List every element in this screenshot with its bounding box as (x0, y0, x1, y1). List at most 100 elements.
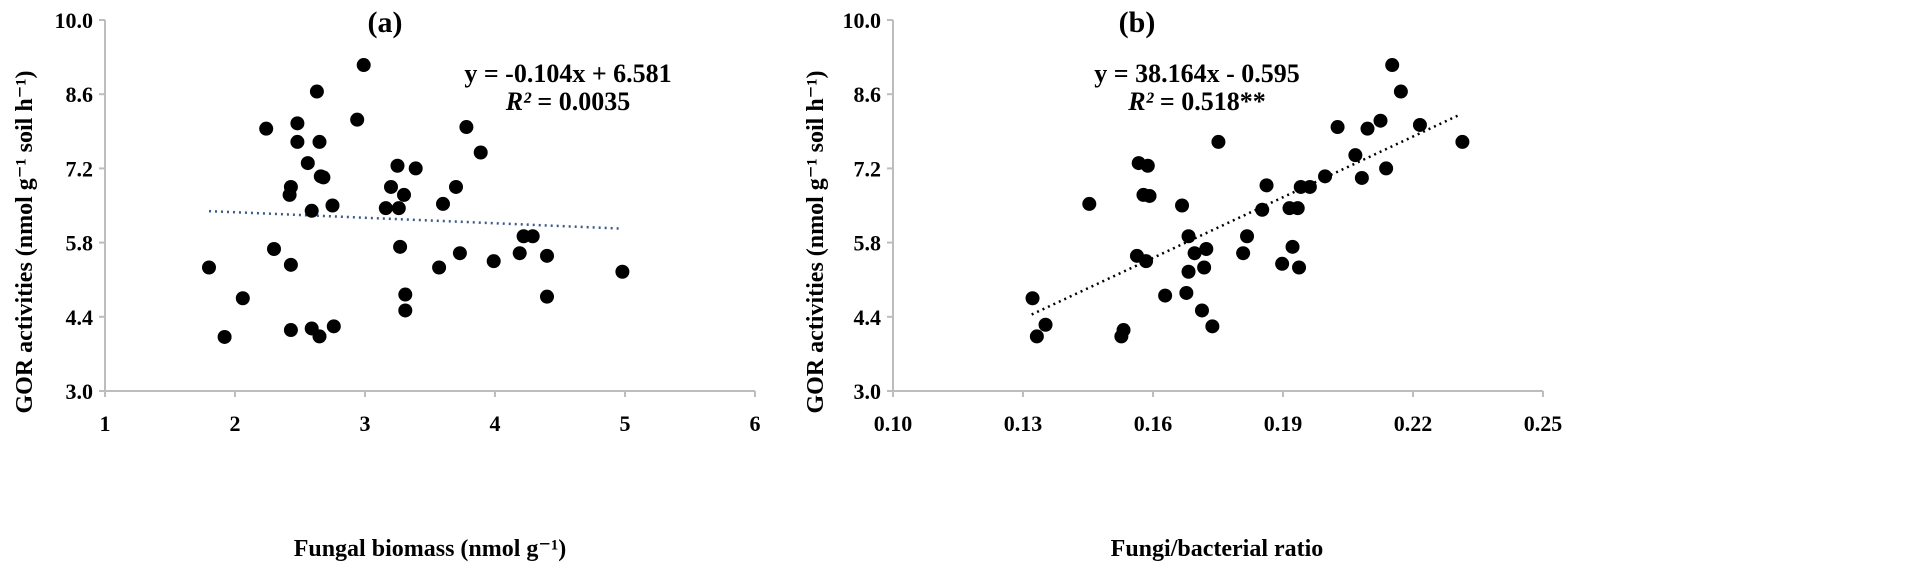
panel-a-data-point (300, 156, 315, 171)
panel-a-points (202, 58, 630, 344)
panel-a-data-point (540, 248, 554, 263)
panel-a-data-point (356, 58, 371, 73)
panel-a-data-point (326, 319, 341, 334)
panel-a-data-point (397, 187, 411, 202)
panel-b-data-point (1038, 317, 1053, 332)
panel-a-data-point (525, 229, 540, 244)
panel-b-title: (b) (1119, 6, 1156, 39)
panel-a-data-point (283, 257, 298, 272)
panel-a-x-tick-label: 3 (360, 411, 371, 436)
panel-b-x-tick-label: 0.19 (1264, 411, 1303, 436)
panel-b-data-point (1330, 120, 1345, 135)
panel-b-data-point (1379, 161, 1394, 176)
panel-b-data-point (1194, 303, 1209, 318)
panel-b-points (1025, 58, 1470, 344)
panel-a-data-point (259, 121, 274, 136)
panel-b-r2: R² = 0.518** (1127, 87, 1265, 116)
panel-a-data-point (283, 323, 298, 338)
panel-a-data-point (312, 329, 327, 344)
panel-b-x-tick-label: 0.13 (1004, 411, 1043, 436)
panel-b-data-point (1275, 256, 1290, 271)
panel-a-x-ticks: 1 2 3 4 5 6 (100, 391, 761, 436)
panel-a-data-point (459, 120, 474, 135)
panel-b-x-tick-label: 0.25 (1524, 411, 1563, 436)
panel-b-x-tick-label: 0.22 (1394, 411, 1433, 436)
panel-a-data-point (202, 260, 216, 275)
panel-a-y-tick-label: 7.2 (66, 156, 94, 181)
panel-b-data-point (1354, 170, 1369, 185)
panel-b-data-point (1199, 241, 1214, 256)
panel-a-y-tick-label: 8.6 (66, 82, 94, 107)
panel-a-data-point (290, 134, 305, 149)
panel-b-data-point (1187, 246, 1202, 261)
panel-b-data-point (1240, 229, 1255, 244)
panel-b-y-tick-label: 8.6 (854, 82, 882, 107)
panel-a-r2-label: R² (505, 87, 532, 116)
panel-b-y-ticks: 3.0 4.4 5.8 7.2 8.6 10.0 (843, 8, 893, 404)
panel-a-data-point (312, 134, 327, 149)
panel-b-data-point (1029, 329, 1044, 344)
panel-a-data-point (316, 170, 331, 185)
panel-a-data-point (432, 260, 447, 275)
panel-b-data-point (1025, 291, 1040, 306)
panel-b-r2-label: R² (1127, 87, 1154, 116)
panel-a-y-tick-label: 10.0 (55, 8, 94, 33)
panel-a: (a) GOR activities (nmol g⁻¹ soil h⁻¹) F… (12, 6, 761, 562)
panel-a-y-ticks: 3.0 4.4 5.8 7.2 8.6 10.0 (55, 8, 105, 404)
panel-a-y-tick-label: 4.4 (66, 305, 94, 330)
panel-a-r2-value: = 0.0035 (531, 87, 630, 116)
panel-b-y-tick-label: 3.0 (854, 379, 882, 404)
panel-b-y-tick-label: 7.2 (854, 156, 882, 181)
panel-a-r2: R² = 0.0035 (505, 87, 630, 116)
panel-b-data-point (1385, 58, 1400, 73)
panel-b-data-point (1373, 113, 1388, 128)
panel-a-data-point (283, 179, 298, 194)
panel-b-x-axis-title: Fungi/bacterial ratio (1111, 536, 1324, 562)
panel-a-data-point (267, 241, 281, 256)
panel-a-x-tick-label: 1 (100, 411, 111, 436)
panel-a-trendline (208, 209, 623, 230)
panel-b-data-point (1140, 158, 1155, 173)
panel-b-data-point (1455, 134, 1470, 149)
panel-b-data-point (1393, 84, 1408, 99)
panel-b-data-point (1236, 246, 1251, 261)
panel-b-data-point (1412, 117, 1427, 132)
panel-b-data-point (1116, 323, 1131, 338)
panel-a-data-point (436, 196, 450, 211)
panel-a-data-point (378, 201, 393, 216)
panel-a-y-axis-title: GOR activities (nmol g⁻¹ soil h⁻¹) (12, 70, 38, 413)
panel-a-data-point (486, 254, 501, 269)
panel-b-data-point (1197, 260, 1212, 275)
panel-b-data-point (1158, 288, 1173, 303)
panel-a-data-point (449, 179, 463, 194)
panel-b-data-point (1255, 202, 1270, 217)
panel-b-data-point (1292, 260, 1307, 275)
panel-a-data-point (398, 287, 413, 302)
panel-b-data-point (1082, 196, 1097, 211)
panel-a-data-point (452, 246, 467, 261)
panel-b-data-point (1181, 229, 1196, 244)
panel-a-x-tick-label: 6 (750, 411, 761, 436)
panel-b-data-point (1302, 179, 1317, 194)
panel-a-data-point (615, 264, 630, 279)
panel-a-data-point (473, 145, 488, 160)
panel-b-data-point (1318, 169, 1333, 184)
panel-a-data-point (393, 239, 408, 254)
panel-b-data-point (1139, 254, 1154, 269)
panel-a-title: (a) (368, 6, 403, 39)
panel-a-data-point (235, 291, 250, 306)
panel-b-data-point (1211, 134, 1226, 149)
panel-b-trendline (1031, 113, 1462, 316)
panel-b-y-axis-title: GOR activities (nmol g⁻¹ soil h⁻¹) (803, 70, 829, 413)
panel-b-data-point (1181, 264, 1196, 279)
panel-a-data-point (304, 203, 319, 218)
panel-a-data-point (540, 289, 554, 304)
panel-b: (b) GOR activities (nmol g⁻¹ soil h⁻¹) F… (803, 6, 1562, 562)
panel-b-x-ticks: 0.10 0.13 0.16 0.19 0.22 0.25 (874, 391, 1563, 436)
panel-a-x-tick-label: 5 (620, 411, 631, 436)
panel-a-data-point (391, 201, 406, 216)
panel-a-data-point (325, 198, 340, 213)
panel-a-data-point (408, 161, 423, 176)
panel-a-data-point (390, 158, 405, 173)
